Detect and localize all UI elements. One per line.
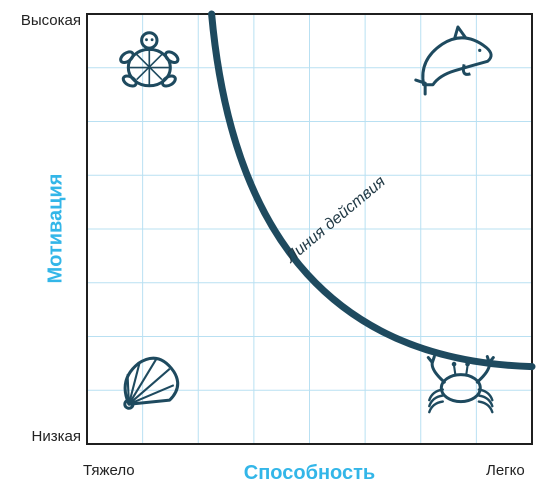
- y-high-label: Высокая: [21, 12, 81, 29]
- x-easy-label: Легко: [486, 462, 525, 479]
- chart-svg: [0, 0, 548, 503]
- y-axis-title: Мотивация: [45, 129, 68, 329]
- x-hard-label: Тяжело: [83, 462, 135, 479]
- x-axis-title: Способность: [210, 462, 410, 485]
- y-low-label: Низкая: [32, 428, 81, 445]
